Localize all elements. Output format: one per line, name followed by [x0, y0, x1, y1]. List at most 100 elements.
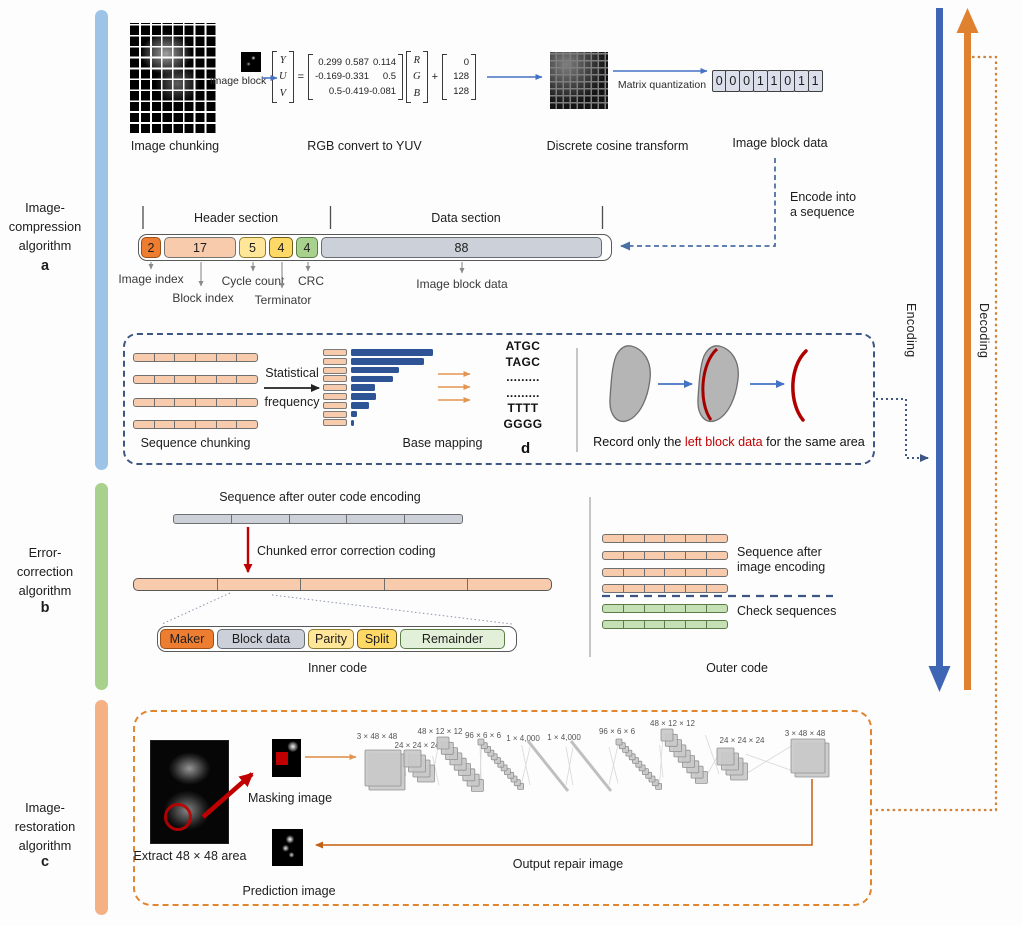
frequency-bar [351, 393, 376, 400]
frequency-bar [351, 349, 433, 356]
frequency-bar [351, 375, 393, 383]
chunk-cell [323, 419, 347, 427]
bar-segment [624, 621, 645, 628]
check-sequence-bar [602, 604, 728, 613]
dna-sequence-structure-bar: 2 17 5 4 4 88 [138, 234, 612, 261]
bar-segment [686, 585, 708, 592]
matrix-cell: U [279, 71, 287, 83]
panel-letter-a: a [40, 258, 50, 274]
histogram-row [323, 366, 433, 374]
matrix-cell: G [413, 71, 421, 83]
dct-label: Discrete cosine transform [546, 139, 689, 153]
bar-segment [155, 399, 176, 406]
bar-segment [134, 421, 155, 428]
matrix-cell: 0.5 [382, 71, 397, 83]
section-a-title: Image- compression algorithm [8, 200, 82, 254]
inner-block-maker: Maker [160, 629, 214, 649]
sequence-chunk-bar [133, 398, 258, 407]
matrix-cell: -0.169 [315, 71, 343, 83]
bar-segment [686, 605, 708, 612]
zoom-line-right [271, 594, 513, 625]
bracket-right [471, 54, 477, 100]
equals-sign: = [297, 71, 305, 83]
rgb-to-yuv-label: RGB convert to YUV [307, 139, 422, 153]
bracket-left [442, 54, 448, 100]
bar-segment [603, 621, 624, 628]
bit-cell: 1 [752, 70, 768, 92]
bar-segment [134, 399, 155, 406]
histogram-row [323, 392, 433, 400]
cnn-layer-label: 3 × 48 × 48 [356, 732, 398, 741]
bar-segment [155, 376, 176, 383]
cnn-layer-label: 24 × 24 × 24 [719, 736, 765, 745]
matrix-cell: 0.114 [372, 56, 397, 68]
bar-segment [468, 579, 551, 590]
matrix-cell: 0.299 [318, 56, 343, 68]
bit-cell: 0 [780, 70, 796, 92]
bar-segment [665, 605, 687, 612]
chunk-cell [323, 410, 347, 418]
matrix-cell: 128 [453, 86, 470, 98]
bar-segment [624, 605, 645, 612]
bar-segment [624, 569, 645, 576]
cnn-layer-label: 3 × 48 × 48 [784, 729, 826, 738]
base-mapping-label: Base mapping [402, 436, 483, 450]
histogram-row [323, 357, 433, 365]
plus-sign: + [431, 71, 439, 83]
yuv-vector: Y U V [272, 51, 294, 103]
sequence-chunk-bar [133, 353, 258, 362]
seq-block-image-index: 2 [141, 237, 161, 258]
bar-segment [645, 535, 666, 542]
matrix-cell: -0.331 [342, 71, 370, 83]
bar-segment [665, 621, 687, 628]
bar-segment [624, 585, 645, 592]
matrix-cell: 0 [463, 56, 470, 68]
image-block-data-label-2: Image block data [416, 277, 508, 291]
bar-segment [707, 605, 727, 612]
bar-segment [707, 535, 727, 542]
bar-segment [645, 569, 666, 576]
bar-segment [686, 569, 708, 576]
bit-cell: 0 [739, 70, 755, 92]
bar-segment [405, 515, 462, 523]
base-codes: ATGC TAGC ......... ......... TTTT GGGG [503, 339, 543, 431]
conversion-matrix: 0.299 0.587 0.114 -0.169 -0.331 0.5 0.5 -0.41… [308, 54, 404, 100]
matrix-cell: -0.081 [369, 86, 397, 98]
matrix-cell: -0.419 [342, 86, 370, 98]
bar-segment [237, 421, 257, 428]
masking-image-thumbnail [272, 739, 301, 777]
check-sequences-label: Check sequences [737, 604, 837, 618]
bracket-left [308, 54, 314, 100]
bar-segment [175, 421, 197, 428]
bar-segment [707, 569, 727, 576]
bracket-left [406, 51, 412, 103]
cnn-layer-label: 48 × 12 × 12 [417, 727, 463, 736]
bar-segment [603, 569, 624, 576]
chunk-cell [323, 357, 347, 365]
bar-segment [645, 552, 666, 559]
bar-segment [196, 399, 217, 406]
chunk-cell [323, 366, 347, 374]
matrix-cell: B [413, 88, 421, 100]
image-encoded-sequence-bar [602, 551, 728, 560]
bar-segment [134, 376, 155, 383]
decoding-label: Decoding [977, 303, 991, 359]
panel-letter-b: b [40, 600, 50, 616]
bar-segment [196, 376, 217, 383]
frequency-bar [351, 384, 375, 391]
rgb-yuv-equation: Y U V = 0.299 0.587 0.114 -0.169 -0.331 0.5 … [272, 44, 477, 110]
bar-segment [645, 605, 666, 612]
decoding-return-connector [874, 55, 998, 812]
sequence-chunking-label: Sequence chunking [140, 436, 251, 450]
sidebar-bar-a [95, 10, 108, 470]
encode-note: Encode into a sequence [790, 190, 857, 219]
cnn-layer-label: 96 × 6 × 6 [598, 727, 636, 736]
bar-segment [134, 579, 218, 590]
inner-code-label: Inner code [307, 661, 368, 675]
seq-block-block-index: 17 [164, 237, 236, 258]
bar-segment [707, 621, 727, 628]
matrix-cell: V [279, 88, 286, 100]
decoding-arrowhead [956, 8, 979, 33]
bar-segment [155, 354, 176, 361]
histogram-row [323, 349, 433, 356]
